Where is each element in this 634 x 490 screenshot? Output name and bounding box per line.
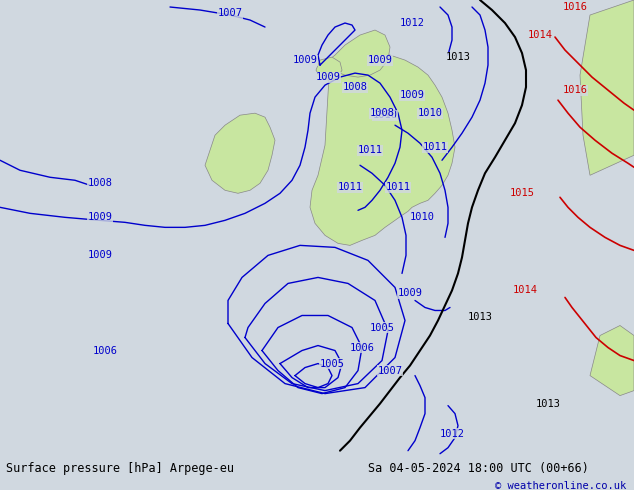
Text: 1009: 1009 [292, 55, 318, 65]
Text: Surface pressure [hPa] Arpege-eu: Surface pressure [hPa] Arpege-eu [6, 462, 235, 475]
Text: 1007: 1007 [377, 366, 403, 375]
Polygon shape [580, 0, 634, 175]
Text: 1006: 1006 [93, 345, 117, 356]
Text: 1005: 1005 [370, 322, 394, 333]
Text: 1009: 1009 [87, 212, 112, 222]
Text: 1016: 1016 [562, 85, 588, 95]
Text: 1008: 1008 [87, 178, 112, 188]
Text: 1009: 1009 [316, 72, 340, 82]
Text: 1008: 1008 [370, 108, 394, 118]
Text: 1014: 1014 [512, 286, 538, 295]
Text: 1011: 1011 [385, 182, 410, 192]
Text: 1012: 1012 [399, 18, 425, 28]
Polygon shape [205, 113, 275, 193]
Text: 1015: 1015 [510, 188, 534, 198]
Text: 1011: 1011 [422, 142, 448, 152]
Text: 1013: 1013 [467, 313, 493, 322]
Polygon shape [328, 30, 390, 77]
Text: 1006: 1006 [349, 343, 375, 352]
Text: 1009: 1009 [87, 250, 112, 260]
Text: 1016: 1016 [562, 2, 588, 12]
Text: 1014: 1014 [527, 30, 552, 40]
Text: 1010: 1010 [418, 108, 443, 118]
Text: © weatheronline.co.uk: © weatheronline.co.uk [495, 481, 626, 490]
Text: 1008: 1008 [342, 82, 368, 92]
Text: 1009: 1009 [399, 90, 425, 100]
Text: 1010: 1010 [373, 110, 398, 120]
Text: Sa 04-05-2024 18:00 UTC (00+66): Sa 04-05-2024 18:00 UTC (00+66) [368, 462, 588, 475]
Text: 1013: 1013 [446, 52, 470, 62]
Text: 1011: 1011 [358, 145, 382, 155]
Text: 1005: 1005 [320, 359, 344, 368]
Text: 1010: 1010 [410, 212, 434, 222]
Polygon shape [310, 47, 455, 245]
Polygon shape [590, 325, 634, 395]
Text: 1011: 1011 [337, 182, 363, 192]
Text: 1009: 1009 [398, 289, 422, 298]
Text: 1012: 1012 [439, 429, 465, 439]
Text: 1007: 1007 [217, 8, 242, 18]
Text: 1009: 1009 [368, 55, 392, 65]
Text: 1013: 1013 [536, 399, 560, 409]
Polygon shape [316, 57, 342, 80]
